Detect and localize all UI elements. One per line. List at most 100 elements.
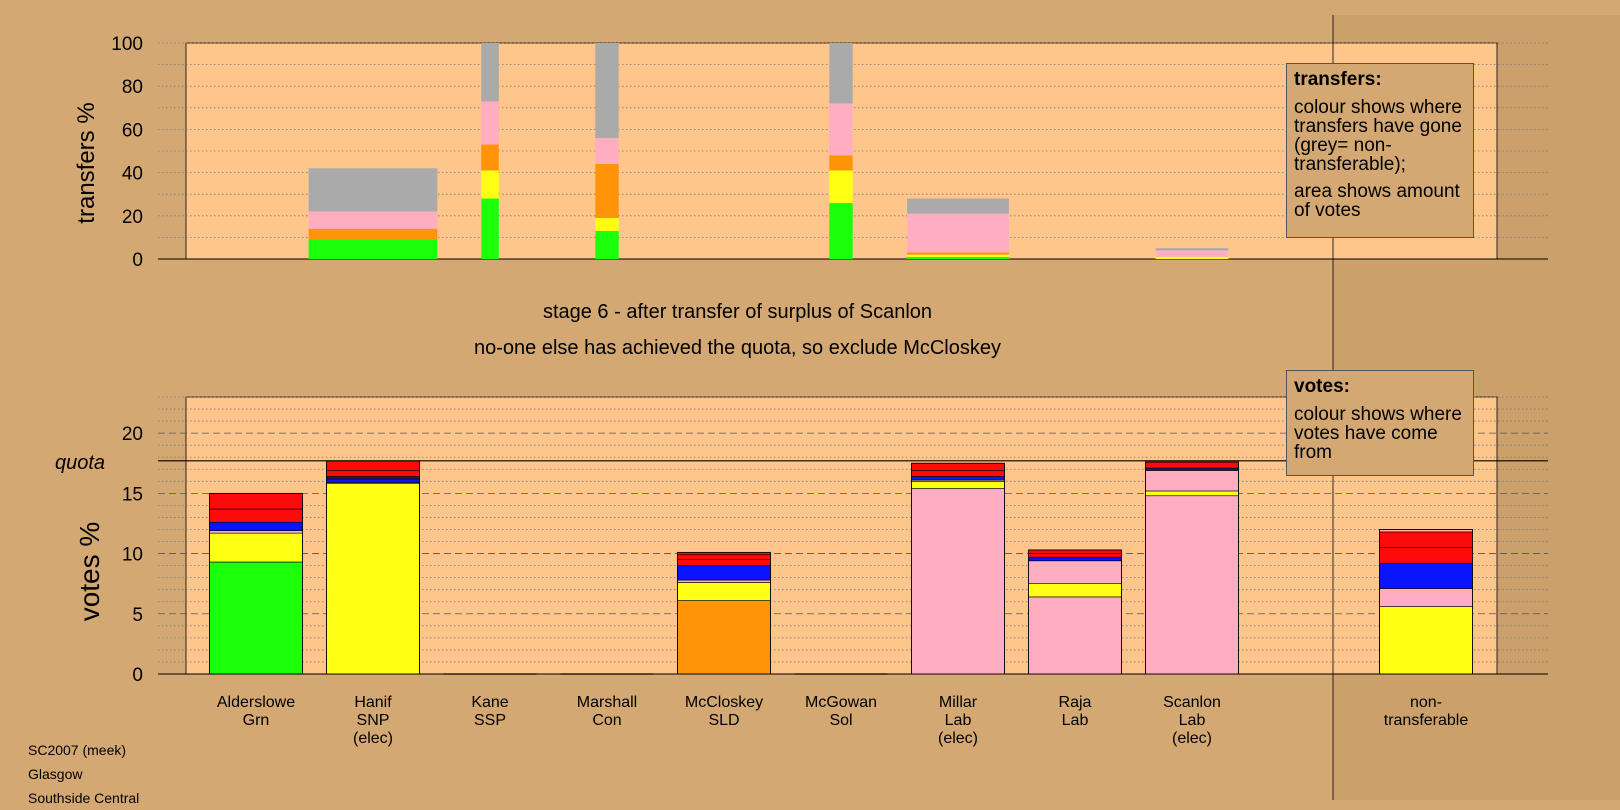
transfers-bar-segment bbox=[829, 43, 853, 104]
transfers-bar-segment bbox=[481, 43, 499, 102]
votes-bar-segment bbox=[677, 559, 771, 566]
candidate-label: SNP bbox=[357, 712, 390, 729]
votes-bar-segment bbox=[1028, 556, 1122, 562]
stage-note: no-one else has achieved the quota, so e… bbox=[474, 337, 1001, 359]
transfers-bar-segment bbox=[595, 163, 619, 218]
transfers-y-tick-label: 80 bbox=[122, 77, 143, 98]
transfers-y-tick-label: 100 bbox=[111, 34, 143, 55]
votes-bar-segment bbox=[1028, 549, 1122, 554]
candidate-label: (elec) bbox=[1172, 730, 1212, 747]
votes-bar-segment bbox=[1145, 461, 1239, 469]
votes-legend-text: colour shows where votes have come from bbox=[1294, 404, 1462, 463]
transfers-bar-segment bbox=[481, 170, 499, 199]
candidate-label: (elec) bbox=[353, 730, 393, 747]
candidate-label: McCloskey bbox=[685, 694, 763, 711]
votes-bar-segment bbox=[209, 493, 303, 510]
transfers-bar-segment bbox=[907, 198, 1009, 214]
candidate-label: Lab bbox=[945, 712, 972, 729]
candidate-label: Scanlon bbox=[1163, 694, 1221, 711]
votes-bar-segment bbox=[911, 476, 1005, 481]
votes-bar-outline bbox=[677, 551, 771, 675]
candidate-label: Hanif bbox=[354, 694, 392, 711]
votes-y-tick-label: 15 bbox=[122, 484, 143, 505]
votes-bar-segment bbox=[209, 532, 303, 563]
stage-title: stage 6 - after transfer of surplus of S… bbox=[542, 301, 933, 323]
votes-y-axis-label: votes % bbox=[74, 522, 105, 622]
transfers-legend: transfers: colour shows where transfers … bbox=[1286, 63, 1474, 238]
footer: SC2007 (meek) Glasgow Southside Central bbox=[28, 738, 139, 810]
votes-bar-segment bbox=[911, 470, 1005, 477]
votes-bar-segment bbox=[1145, 467, 1239, 471]
votes-bar-segment bbox=[209, 561, 303, 675]
transfers-y-tick-label: 40 bbox=[122, 164, 143, 185]
candidate-label: (elec) bbox=[938, 730, 978, 747]
votes-legend-title: votes: bbox=[1294, 376, 1350, 397]
footer-line-3: Southside Central bbox=[28, 790, 140, 806]
candidate-label: non- bbox=[1410, 694, 1442, 711]
transfers-bar-segment bbox=[308, 239, 438, 259]
votes-bar-segment bbox=[209, 521, 303, 531]
transfers-bar-segment bbox=[595, 43, 619, 139]
candidate-label: SSP bbox=[474, 712, 506, 729]
transfers-bar-segment bbox=[907, 256, 1009, 259]
transfers-bar-segment bbox=[595, 138, 619, 164]
votes-y-tick-label: 5 bbox=[132, 605, 143, 626]
transfers-legend-text-1: colour shows where transfers have gone (… bbox=[1294, 97, 1462, 175]
candidate-label: Lab bbox=[1062, 712, 1089, 729]
transfers-bar-segment bbox=[907, 213, 1009, 253]
candidate-label: Kane bbox=[471, 694, 508, 711]
transfers-legend-text-2: area shows amount of votes bbox=[1294, 181, 1460, 221]
votes-bar-segment bbox=[677, 554, 771, 560]
votes-bar-segment bbox=[326, 478, 420, 483]
votes-bar-segment bbox=[677, 579, 771, 583]
votes-y-tick-label: 20 bbox=[122, 424, 143, 445]
candidate-label: Con bbox=[592, 712, 621, 729]
votes-bar-segment bbox=[1379, 562, 1473, 589]
transfers-bar-segment bbox=[1155, 250, 1229, 257]
votes-bar-segment bbox=[326, 483, 420, 675]
transfers-bar-segment bbox=[481, 144, 499, 171]
transfers-bar-segment bbox=[308, 211, 438, 229]
transfers-bar-segment bbox=[907, 252, 1009, 255]
transfers-bar-segment bbox=[308, 168, 438, 212]
transfers-bar-segment bbox=[595, 230, 619, 259]
votes-bar-segment bbox=[326, 470, 420, 477]
votes-bar-segment bbox=[1379, 588, 1473, 607]
votes-bar-outline bbox=[1145, 461, 1239, 675]
votes-legend: votes: colour shows where votes have com… bbox=[1286, 370, 1474, 476]
votes-bar-segment bbox=[1379, 531, 1473, 548]
transfers-bar-segment bbox=[829, 103, 853, 156]
votes-bar-segment bbox=[209, 508, 303, 523]
votes-y-tick-label: 0 bbox=[132, 665, 143, 686]
votes-bar-segment bbox=[911, 481, 1005, 489]
votes-bar-segment bbox=[326, 476, 420, 480]
candidate-label: Sol bbox=[829, 712, 852, 729]
transfers-y-tick-label: 0 bbox=[132, 250, 143, 271]
votes-bar-segment bbox=[1379, 606, 1473, 675]
votes-bar-segment bbox=[677, 582, 771, 601]
votes-bar-segment bbox=[1028, 560, 1122, 584]
candidate-label: McGowan bbox=[805, 694, 877, 711]
quota-label: quota bbox=[55, 452, 105, 474]
votes-bar-outline bbox=[209, 492, 303, 675]
votes-bar-segment bbox=[1028, 583, 1122, 598]
candidate-label: transferable bbox=[1384, 712, 1469, 729]
votes-bar-outline bbox=[1028, 549, 1122, 675]
candidate-label: SLD bbox=[708, 712, 739, 729]
candidate-label: Alderslowe bbox=[217, 694, 295, 711]
votes-y-tick-label: 10 bbox=[122, 545, 143, 566]
transfers-bar-segment bbox=[1155, 248, 1229, 251]
votes-bar-outline bbox=[1379, 529, 1473, 675]
votes-bar-segment bbox=[677, 565, 771, 581]
footer-line-2: Glasgow bbox=[28, 766, 83, 782]
transfers-y-tick-label: 60 bbox=[122, 120, 143, 141]
transfers-bar-segment bbox=[829, 170, 853, 203]
footer-line-1: SC2007 (meek) bbox=[28, 742, 127, 758]
votes-bar-segment bbox=[677, 600, 771, 675]
transfers-bar-segment bbox=[308, 228, 438, 240]
votes-bar-segment bbox=[326, 460, 420, 471]
candidate-label: Raja bbox=[1059, 694, 1092, 711]
transfers-y-tick-label: 20 bbox=[122, 207, 143, 228]
transfers-bar-segment bbox=[481, 198, 499, 259]
